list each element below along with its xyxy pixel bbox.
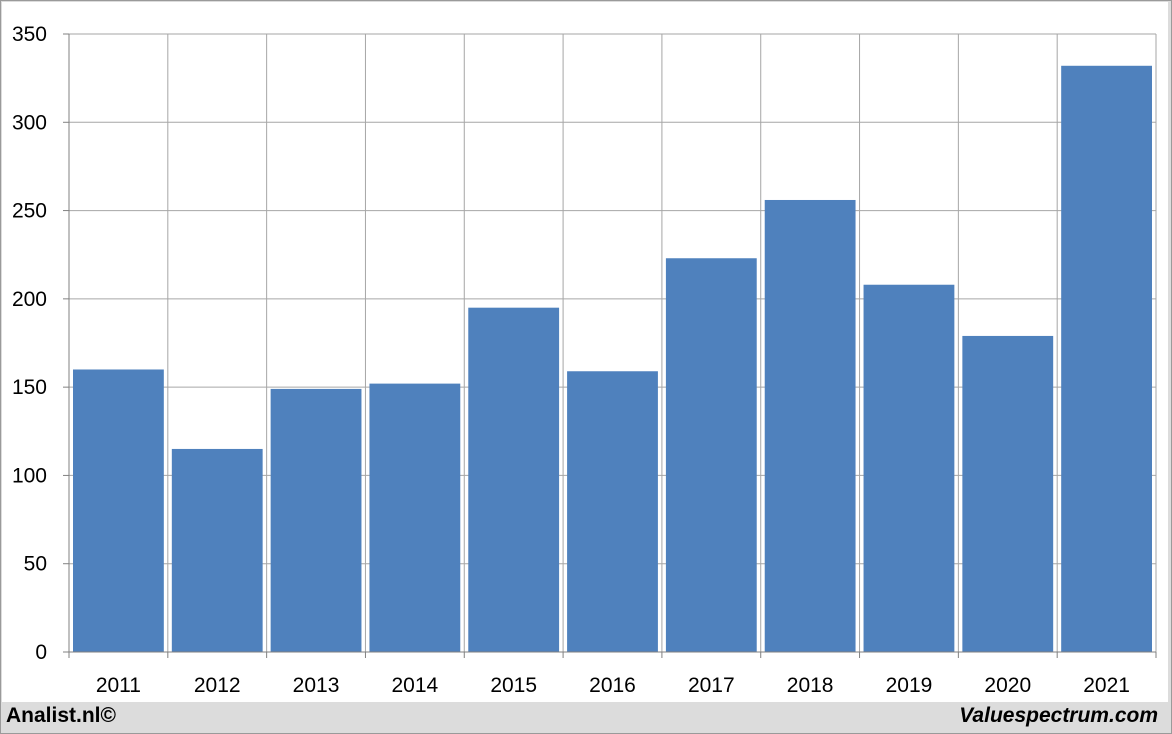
bar-2018 — [764, 199, 856, 652]
x-tick-label: 2014 — [392, 674, 439, 697]
bar-2012 — [171, 448, 263, 652]
bar-2013 — [270, 388, 362, 652]
bar-2019 — [863, 284, 955, 652]
y-tick-label: 50 — [24, 553, 47, 576]
x-tick-label: 2019 — [886, 674, 933, 697]
y-tick-label: 150 — [12, 376, 47, 399]
y-tick-label: 350 — [12, 23, 47, 46]
y-tick-label: 250 — [12, 200, 47, 223]
bar-2011 — [73, 369, 164, 652]
bar-2015 — [468, 307, 560, 652]
x-tick-label: 2017 — [688, 674, 735, 697]
y-tick-label: 0 — [35, 641, 47, 664]
x-tick-label: 2020 — [984, 674, 1031, 697]
x-tick-label: 2011 — [96, 674, 141, 697]
x-tick-label: 2012 — [194, 674, 241, 697]
x-tick-label: 2018 — [787, 674, 834, 697]
x-tick-label: 2015 — [490, 674, 537, 697]
bar-2021 — [1061, 65, 1152, 653]
source-credit-right: Valuespectrum.com — [959, 704, 1158, 727]
bar-2016 — [567, 371, 658, 652]
bar-2020 — [962, 335, 1054, 652]
axes — [63, 33, 1157, 658]
bar-2017 — [665, 258, 757, 652]
x-tick-label: 2021 — [1083, 674, 1130, 697]
source-credit-left: Analist.nl© — [6, 704, 116, 727]
bars — [73, 65, 1152, 653]
y-tick-label: 200 — [12, 288, 47, 311]
x-tick-label: 2016 — [589, 674, 636, 697]
x-tick-label: 2013 — [293, 674, 340, 697]
y-tick-label: 100 — [12, 464, 47, 487]
y-tick-label: 300 — [12, 111, 47, 134]
bar-2014 — [369, 383, 461, 652]
tick-labels: 0 50 100 150 200 250 300 350 2011 2012 2013 2014 201… — [12, 23, 1130, 697]
